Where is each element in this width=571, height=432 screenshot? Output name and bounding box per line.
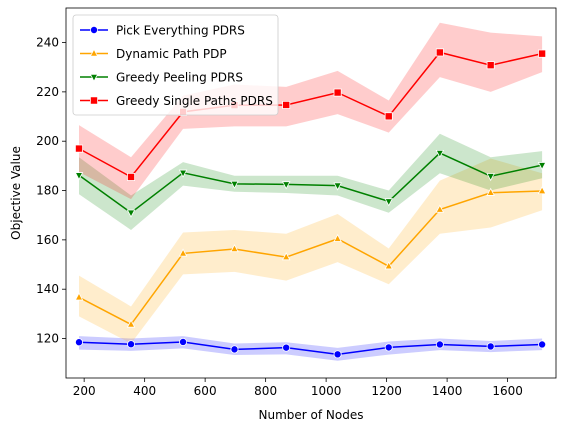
x-tick-label-400: 400 <box>133 384 156 398</box>
series-lines <box>78 51 543 356</box>
point-greedy-peeling-pdrs-6 <box>384 198 393 207</box>
point-pick-everything-pdrs-4 <box>282 343 291 352</box>
point-greedy-peeling-pdrs-7 <box>435 149 445 159</box>
point-greedy-single-paths-pdrs-5 <box>333 88 342 97</box>
point-greedy-peeling-pdrs-3 <box>230 180 239 189</box>
y-axis-label: Objective Value <box>9 146 23 240</box>
y-tick-label-220: 220 <box>36 85 59 99</box>
point-greedy-single-paths-pdrs-7 <box>435 48 444 57</box>
point-pick-everything-pdrs-3 <box>230 345 239 354</box>
y-axis: 120 140 160 180 200 220 240 <box>36 36 66 346</box>
x-tick-label-800: 800 <box>254 384 277 398</box>
point-dynamic-path-pdp-3 <box>230 243 239 253</box>
point-greedy-single-paths-pdrs-9 <box>538 49 547 58</box>
point-dynamic-path-pdp-5 <box>333 233 342 242</box>
legend-marker-greedy-peeling-pdrs <box>89 73 99 82</box>
x-tick-label-1200: 1200 <box>371 384 402 398</box>
band-greedy-peeling-pdrs <box>79 133 543 230</box>
point-dynamic-path-pdp-6 <box>384 261 393 270</box>
band-greedy-single-paths-pdrs <box>79 22 543 200</box>
legend: Pick Everything PDRS Dynamic Path PDP Gree… <box>72 14 279 116</box>
x-tick-label-1000: 1000 <box>311 384 342 398</box>
x-tick-label-200: 200 <box>73 384 96 398</box>
point-dynamic-path-pdp-1 <box>126 319 136 328</box>
point-greedy-single-paths-pdrs-1 <box>127 172 136 181</box>
legend-label-greedy-single-paths-pdrs: Greedy Single Paths PDRS <box>116 94 273 108</box>
point-greedy-peeling-pdrs-8 <box>486 173 495 182</box>
line-dynamic-path-pdp <box>78 190 543 326</box>
x-tick-label-1400: 1400 <box>432 384 463 398</box>
y-tick-label-180: 180 <box>36 184 59 198</box>
y-tick-label-240: 240 <box>36 36 59 50</box>
point-pick-everything-pdrs-0 <box>75 338 84 347</box>
x-axis: 200 400 600 800 1000 1200 1400 1600 <box>73 378 523 398</box>
point-greedy-peeling-pdrs-4 <box>281 181 291 190</box>
point-greedy-peeling-pdrs-0 <box>74 172 84 181</box>
x-tick-label-600: 600 <box>194 384 217 398</box>
point-pick-everything-pdrs-9 <box>538 340 547 349</box>
point-greedy-peeling-pdrs-9 <box>537 162 547 171</box>
legend-marker-pick-everything-pdrs <box>90 25 99 34</box>
point-greedy-single-paths-pdrs-0 <box>75 144 84 153</box>
x-axis-label: Number of Nodes <box>259 408 364 422</box>
point-greedy-peeling-pdrs-1 <box>126 209 136 218</box>
legend-marker-greedy-single-paths-pdrs <box>90 96 98 105</box>
y-tick-label-200: 200 <box>36 134 59 148</box>
point-greedy-single-paths-pdrs-8 <box>486 61 495 70</box>
line-greedy-single-paths-pdrs <box>78 51 543 178</box>
point-pick-everything-pdrs-1 <box>127 340 136 349</box>
y-tick-label-140: 140 <box>36 282 59 296</box>
point-dynamic-path-pdp-2 <box>178 248 188 257</box>
y-tick-label-160: 160 <box>36 233 59 247</box>
point-greedy-peeling-pdrs-2 <box>178 169 188 178</box>
plot-frame <box>65 7 557 379</box>
confidence-bands <box>79 22 543 361</box>
band-pick-everything-pdrs <box>79 336 543 361</box>
band-dynamic-path-pdp <box>79 158 543 344</box>
point-dynamic-path-pdp-7 <box>435 204 445 213</box>
point-dynamic-path-pdp-9 <box>537 186 547 195</box>
legend-label-dynamic-path-pdp: Dynamic Path PDP <box>116 47 227 61</box>
point-dynamic-path-pdp-0 <box>74 292 84 301</box>
point-dynamic-path-pdp-4 <box>281 252 291 261</box>
point-pick-everything-pdrs-5 <box>333 350 342 359</box>
line-pick-everything-pdrs <box>78 341 543 356</box>
point-pick-everything-pdrs-2 <box>179 337 188 346</box>
legend-label-greedy-peeling-pdrs: Greedy Peeling PDRS <box>116 71 243 85</box>
point-greedy-single-paths-pdrs-6 <box>384 112 393 121</box>
point-pick-everything-pdrs-7 <box>435 340 444 349</box>
line-greedy-peeling-pdrs <box>78 152 543 214</box>
point-greedy-peeling-pdrs-5 <box>333 182 342 191</box>
x-tick-label-1600: 1600 <box>492 384 523 398</box>
y-tick-label-120: 120 <box>36 332 59 346</box>
legend-label-pick-everything-pdrs: Pick Everything PDRS <box>116 24 245 38</box>
point-pick-everything-pdrs-8 <box>486 342 495 351</box>
point-greedy-single-paths-pdrs-4 <box>282 100 291 109</box>
legend-marker-dynamic-path-pdp <box>89 48 99 57</box>
point-dynamic-path-pdp-8 <box>486 187 495 196</box>
legend-box <box>72 14 279 116</box>
point-pick-everything-pdrs-6 <box>384 343 393 352</box>
